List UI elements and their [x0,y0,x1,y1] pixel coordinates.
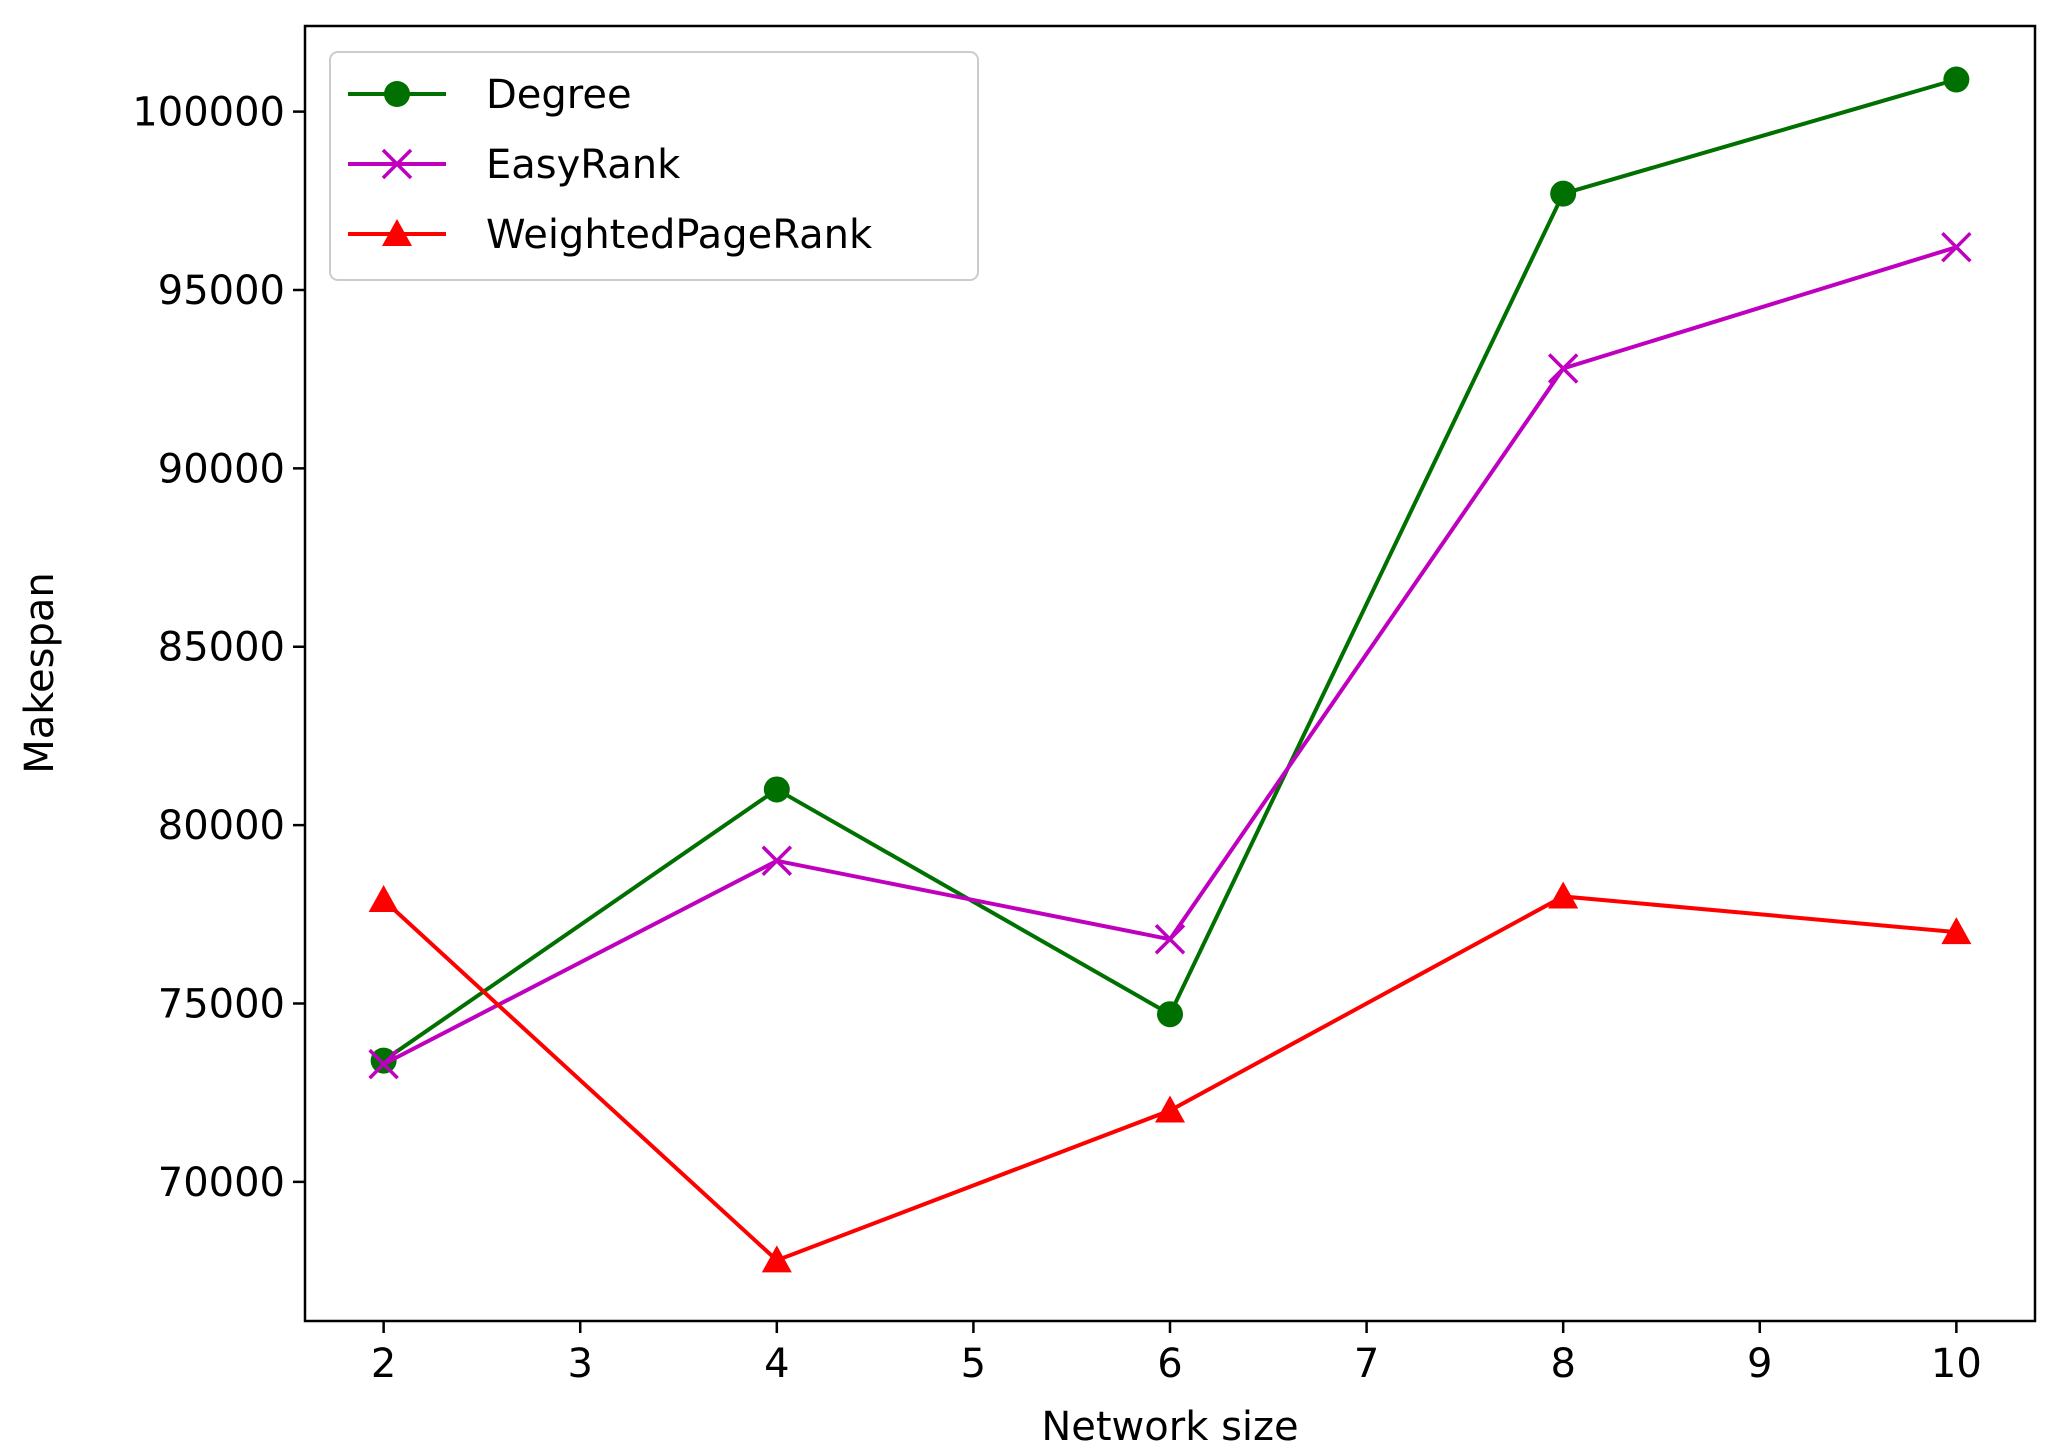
y-tick-label: 80000 [158,803,285,849]
y-tick-label: 70000 [158,1160,285,1206]
data-point-degree [1943,66,1970,93]
x-tick-label: 3 [568,1341,593,1387]
series-weightedpagerank [368,881,1972,1273]
x-axis-label: Network size [1041,1404,1298,1450]
y-axis-ticks: 70000 75000 80000 85000 90000 95000 100000 [132,90,305,1206]
legend-marker-easyrank [381,148,413,180]
data-point-degree [763,776,790,803]
x-tick-label: 2 [371,1341,396,1387]
data-point-easyrank [1154,924,1186,955]
data-point-degree [1157,1001,1183,1028]
legend: Degree EasyRank WeightedPageRank [329,51,979,281]
data-point-easyrank [1547,353,1579,384]
data-point-weightedpagerank [1548,881,1579,909]
data-point-easyrank [368,1048,399,1080]
x-tick-label: 10 [1931,1341,1982,1387]
data-point-weightedpagerank [761,1245,792,1273]
series-layer [368,66,1972,1273]
data-point-degree [1550,180,1577,207]
data-point-easyrank [1941,231,1972,263]
x-tick-label: 7 [1354,1341,1379,1387]
x-tick-label: 6 [1157,1341,1182,1387]
series-easyrank [368,231,1972,1080]
x-tick-label: 5 [961,1341,986,1387]
legend-box [329,51,979,281]
x-tick-label: 8 [1550,1341,1575,1387]
data-point-easyrank [761,845,793,877]
data-point-weightedpagerank [1155,1095,1185,1123]
legend-label-degree: Degree [486,72,632,118]
y-tick-label: 90000 [158,446,285,492]
legend-marker-weightedpagerank [382,219,412,246]
x-tick-label: 9 [1747,1341,1772,1387]
legend-label-weightedpagerank: WeightedPageRank [486,212,873,258]
y-tick-label: 75000 [158,981,285,1027]
data-point-weightedpagerank [1941,917,1972,945]
y-tick-label: 85000 [158,625,285,671]
data-point-degree [370,1047,397,1074]
y-tick-label: 95000 [158,268,285,314]
y-axis-label: Makespan [17,572,63,773]
legend-marker-degree [384,81,410,107]
x-axis-ticks: 2 3 4 5 6 7 8 9 10 [371,1321,1982,1387]
legend-label-easyrank: EasyRank [486,142,681,188]
x-tick-label: 4 [764,1341,789,1387]
series-degree [370,66,1970,1074]
y-tick-label: 100000 [132,90,285,136]
data-point-weightedpagerank [368,885,399,913]
